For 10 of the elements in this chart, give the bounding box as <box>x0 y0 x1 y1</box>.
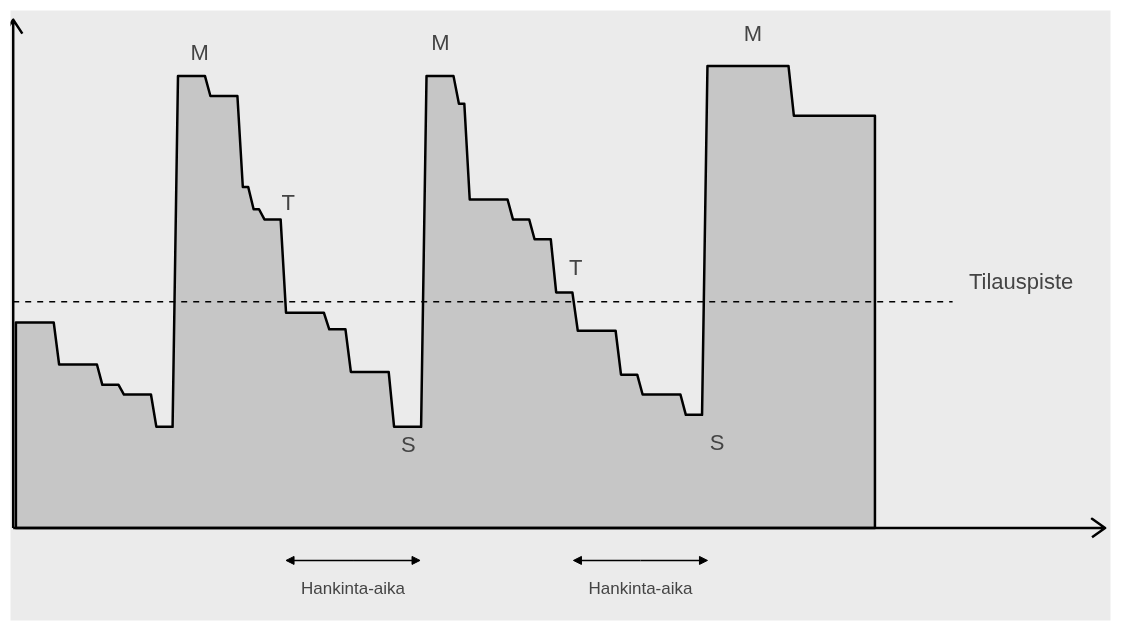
text: Hankinta-aika <box>588 578 693 598</box>
annotation: S <box>401 432 416 458</box>
text: Hankinta-aika <box>301 578 406 598</box>
annotation: T <box>281 189 295 215</box>
text: M <box>431 30 450 56</box>
ref-line-label: Tilauspiste <box>968 268 1074 294</box>
text: M <box>190 39 209 65</box>
annotation: T <box>568 254 583 280</box>
text: M <box>743 21 762 47</box>
annotation: S <box>709 429 725 455</box>
